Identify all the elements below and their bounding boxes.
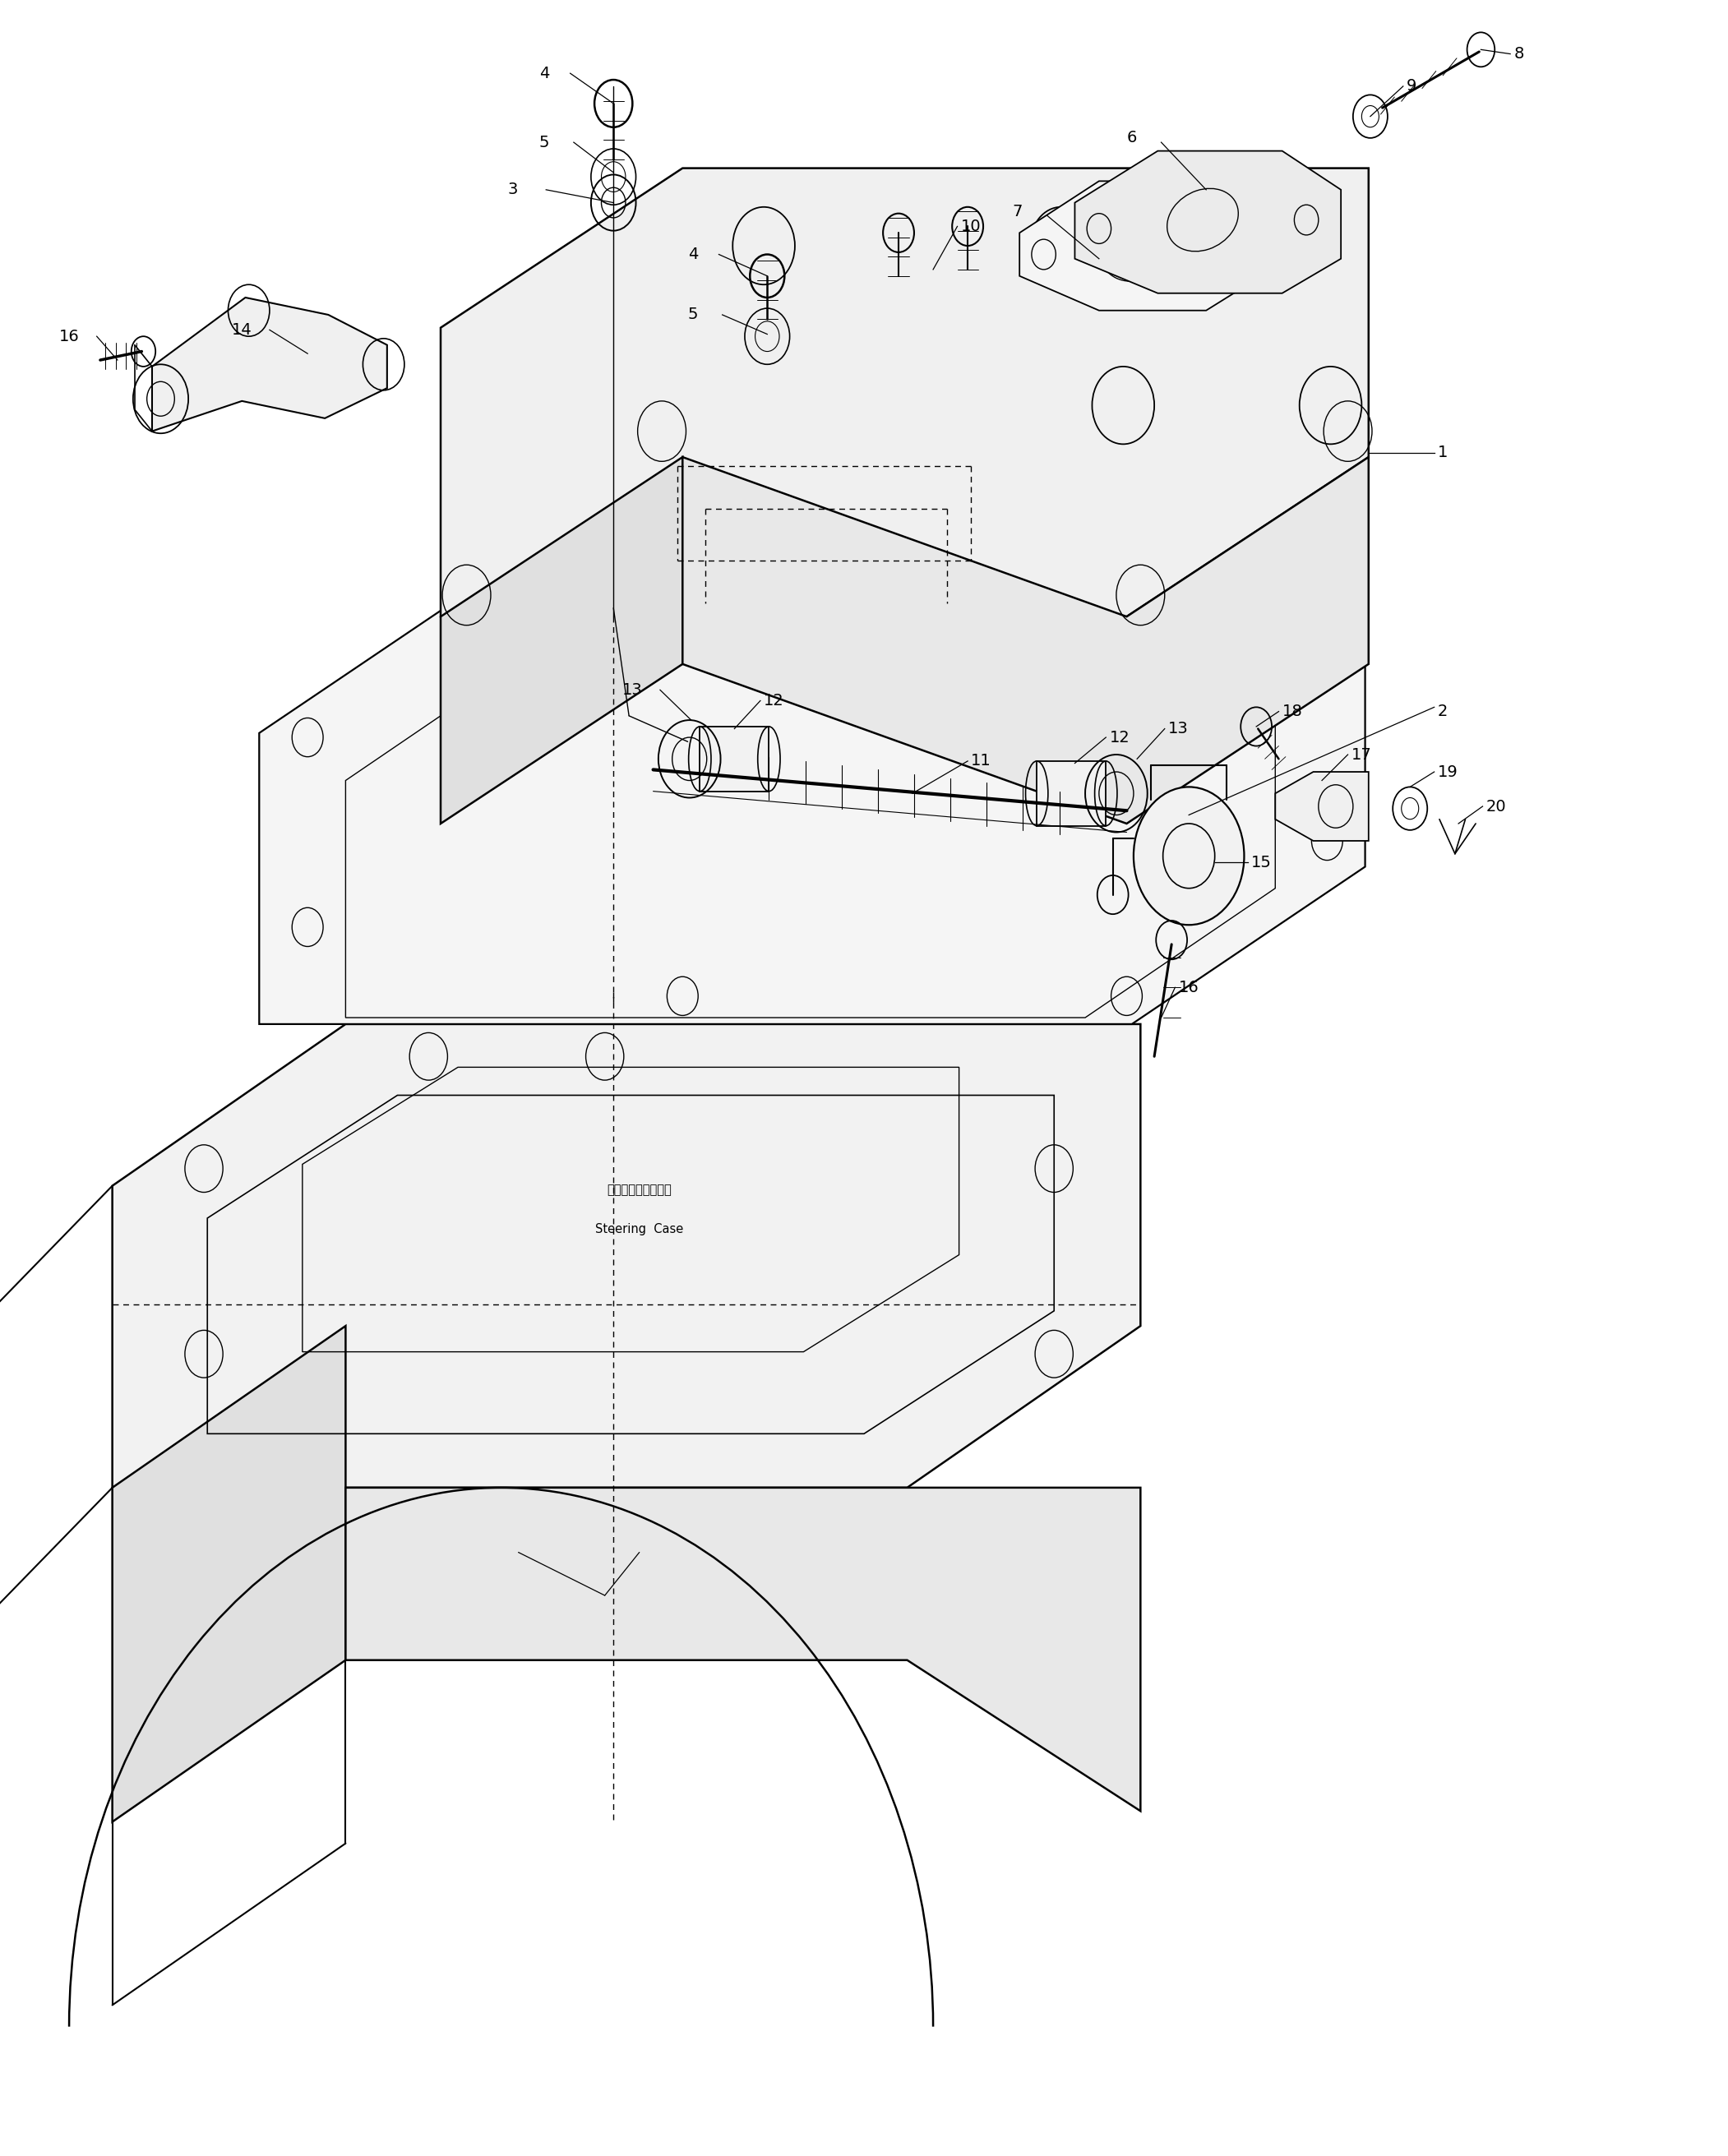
Text: 18: 18 (1282, 703, 1303, 720)
Text: 2: 2 (1438, 703, 1448, 720)
Text: 14: 14 (232, 321, 252, 338)
Text: 5: 5 (539, 134, 550, 151)
Text: 12: 12 (764, 692, 785, 709)
Polygon shape (441, 168, 1369, 617)
Text: 10: 10 (961, 218, 982, 235)
Text: 3: 3 (508, 181, 518, 198)
Text: 13: 13 (1168, 720, 1189, 737)
Polygon shape (259, 576, 1365, 1024)
Polygon shape (346, 1488, 1140, 1811)
Polygon shape (683, 457, 1369, 824)
Polygon shape (152, 298, 387, 431)
Text: 13: 13 (622, 681, 643, 699)
Bar (1037, 761, 1106, 826)
Text: 7: 7 (1013, 203, 1023, 220)
Text: Steering  Case: Steering Case (594, 1222, 684, 1235)
Text: 5: 5 (688, 306, 698, 323)
Polygon shape (112, 1326, 346, 1822)
Polygon shape (1020, 181, 1261, 310)
Text: 8: 8 (1514, 45, 1524, 63)
Polygon shape (1275, 772, 1369, 841)
Polygon shape (441, 457, 683, 824)
Text: 4: 4 (688, 246, 698, 263)
Text: 20: 20 (1486, 798, 1507, 815)
Text: 4: 4 (539, 65, 550, 82)
Text: 6: 6 (1127, 129, 1137, 147)
Text: 19: 19 (1438, 763, 1458, 780)
Text: 16: 16 (59, 328, 79, 345)
Polygon shape (1075, 151, 1341, 293)
Circle shape (131, 336, 156, 367)
Polygon shape (112, 1024, 1140, 1488)
Bar (700, 727, 769, 791)
Text: 11: 11 (971, 752, 992, 770)
Text: ステアリングケース: ステアリングケース (607, 1184, 672, 1197)
Text: 15: 15 (1251, 854, 1272, 871)
Text: 1: 1 (1438, 444, 1448, 461)
Circle shape (1134, 787, 1244, 925)
Text: 17: 17 (1351, 746, 1372, 763)
Text: 9: 9 (1407, 78, 1417, 95)
Text: 16: 16 (1178, 979, 1199, 996)
Text: 12: 12 (1109, 729, 1130, 746)
